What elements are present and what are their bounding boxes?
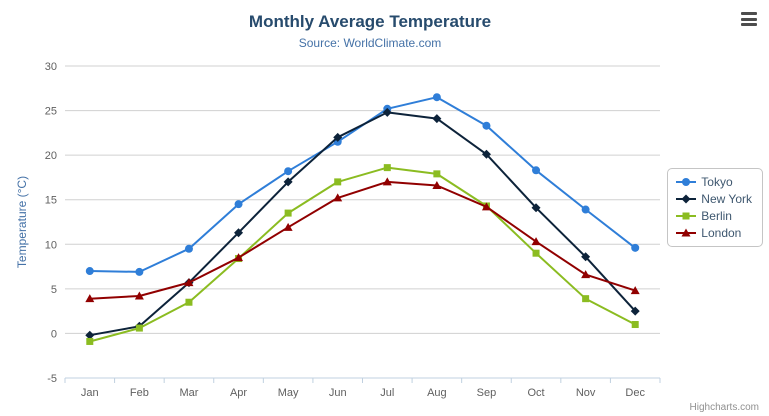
legend-item-london[interactable]: London xyxy=(676,226,752,240)
x-axis-tick-label: Mar xyxy=(179,387,198,399)
x-axis-tick-label: Dec xyxy=(625,387,645,399)
data-point-marker[interactable] xyxy=(234,200,243,209)
data-point-marker[interactable] xyxy=(631,321,639,329)
legend-label: Tokyo xyxy=(701,175,733,189)
data-point-marker[interactable] xyxy=(184,278,194,287)
data-point-marker[interactable] xyxy=(333,193,343,202)
series-line-berlin[interactable] xyxy=(89,166,636,343)
data-point-marker[interactable] xyxy=(86,337,94,345)
legend-marker-icon xyxy=(676,178,697,186)
series-tokyo[interactable] xyxy=(85,93,640,276)
legend: Tokyo New York Berlin London xyxy=(667,168,763,247)
data-point-marker[interactable] xyxy=(681,228,691,237)
legend-item-tokyo[interactable]: Tokyo xyxy=(676,175,752,189)
x-axis-tick-label: Jul xyxy=(380,387,394,399)
data-point-marker[interactable] xyxy=(134,291,144,300)
y-axis-tick-label: 5 xyxy=(51,284,57,296)
credits-link[interactable]: Highcharts.com xyxy=(689,402,759,413)
series-line-london[interactable] xyxy=(89,180,636,300)
x-axis-tick-label: Oct xyxy=(527,387,544,399)
data-point-marker[interactable] xyxy=(581,205,590,214)
data-point-marker[interactable] xyxy=(432,180,442,189)
series-line-new-york[interactable] xyxy=(89,111,636,337)
y-axis-title: Temperature (°C) xyxy=(15,175,29,269)
data-point-marker[interactable] xyxy=(630,286,640,295)
series-new-york[interactable] xyxy=(85,107,640,340)
data-point-marker[interactable] xyxy=(581,270,591,279)
data-point-marker[interactable] xyxy=(531,237,541,246)
data-point-marker[interactable] xyxy=(184,244,193,253)
hamburger-menu-icon[interactable] xyxy=(741,12,757,26)
x-axis-tick-label: Apr xyxy=(230,387,247,399)
x-axis-tick-label: May xyxy=(278,387,299,399)
chart-subtitle: Source: WorldClimate.com xyxy=(298,36,442,50)
data-point-marker[interactable] xyxy=(234,228,244,238)
legend-label: Berlin xyxy=(701,209,732,223)
data-point-marker[interactable] xyxy=(531,203,541,213)
data-point-marker[interactable] xyxy=(481,202,491,211)
legend-label: London xyxy=(701,226,742,240)
series-london[interactable] xyxy=(85,177,640,303)
legend-item-berlin[interactable]: Berlin xyxy=(676,209,752,223)
data-point-marker[interactable] xyxy=(382,177,392,186)
y-axis-tick-label: 25 xyxy=(45,106,57,118)
legend-marker-icon xyxy=(676,212,697,220)
data-point-marker[interactable] xyxy=(582,295,590,303)
data-point-marker[interactable] xyxy=(682,212,690,220)
x-axis-tick-label: Jun xyxy=(329,387,347,399)
chart-title: Monthly Average Temperature xyxy=(248,12,492,31)
y-axis-tick-label: 20 xyxy=(45,150,57,162)
data-point-marker[interactable] xyxy=(432,114,442,124)
data-point-marker[interactable] xyxy=(85,294,95,303)
data-point-marker[interactable] xyxy=(682,178,691,186)
data-point-marker[interactable] xyxy=(532,249,540,257)
data-point-marker[interactable] xyxy=(284,209,292,217)
data-point-marker[interactable] xyxy=(283,177,293,187)
data-point-marker[interactable] xyxy=(333,132,343,142)
data-point-marker[interactable] xyxy=(481,149,491,159)
legend-marker-icon xyxy=(676,194,697,204)
y-axis-tick-label: 15 xyxy=(45,195,57,207)
legend-marker-icon xyxy=(676,228,697,237)
data-point-marker[interactable] xyxy=(283,222,293,231)
data-point-marker[interactable] xyxy=(630,306,640,316)
legend-item-new-york[interactable]: New York xyxy=(676,192,752,206)
data-point-marker[interactable] xyxy=(382,107,392,117)
data-point-marker[interactable] xyxy=(681,194,691,204)
data-point-marker[interactable] xyxy=(284,167,293,176)
data-point-marker[interactable] xyxy=(135,267,144,276)
y-axis-tick-label: 10 xyxy=(45,239,57,251)
y-axis-tick-label: -5 xyxy=(47,373,57,385)
data-point-marker[interactable] xyxy=(532,166,541,175)
series-line-tokyo[interactable] xyxy=(89,96,636,273)
y-axis-tick-label: 30 xyxy=(45,61,57,73)
data-point-marker[interactable] xyxy=(581,252,591,262)
x-axis-tick-label: Jan xyxy=(81,387,99,399)
data-point-marker[interactable] xyxy=(234,253,244,262)
legend-label: New York xyxy=(701,192,752,206)
x-axis-tick-label: Nov xyxy=(576,387,596,399)
data-point-marker[interactable] xyxy=(433,170,441,178)
data-point-marker[interactable] xyxy=(383,164,391,172)
data-point-marker[interactable] xyxy=(185,298,193,306)
data-point-marker[interactable] xyxy=(432,93,441,102)
data-point-marker[interactable] xyxy=(631,243,640,252)
data-point-marker[interactable] xyxy=(135,324,143,332)
data-point-marker[interactable] xyxy=(85,267,94,276)
x-axis-tick-label: Sep xyxy=(477,387,497,399)
x-axis-tick-label: Feb xyxy=(130,387,149,399)
x-axis-tick-label: Aug xyxy=(427,387,447,399)
y-axis-tick-label: 0 xyxy=(51,328,57,340)
data-point-marker[interactable] xyxy=(334,178,342,186)
data-point-marker[interactable] xyxy=(85,330,95,340)
data-point-marker[interactable] xyxy=(482,121,491,130)
